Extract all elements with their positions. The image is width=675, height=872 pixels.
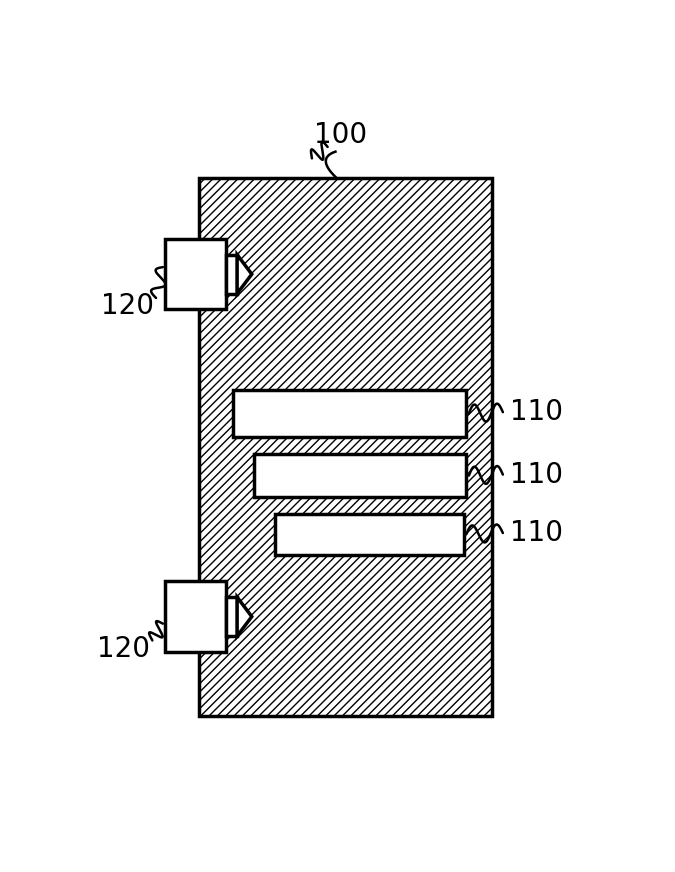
Text: 100: 100 (314, 121, 367, 149)
Bar (225, 255, 237, 294)
Bar (254, 453, 466, 497)
Polygon shape (237, 255, 252, 294)
Polygon shape (237, 597, 252, 636)
Bar (200, 179, 493, 716)
Bar (275, 514, 464, 555)
Bar (234, 390, 466, 437)
Text: 120: 120 (97, 635, 150, 663)
Bar (225, 597, 237, 636)
Text: 120: 120 (101, 292, 154, 320)
Text: 110: 110 (510, 460, 564, 488)
Text: 110: 110 (510, 519, 564, 547)
Bar (165, 239, 225, 310)
Bar (165, 582, 225, 652)
Text: 110: 110 (510, 399, 564, 426)
